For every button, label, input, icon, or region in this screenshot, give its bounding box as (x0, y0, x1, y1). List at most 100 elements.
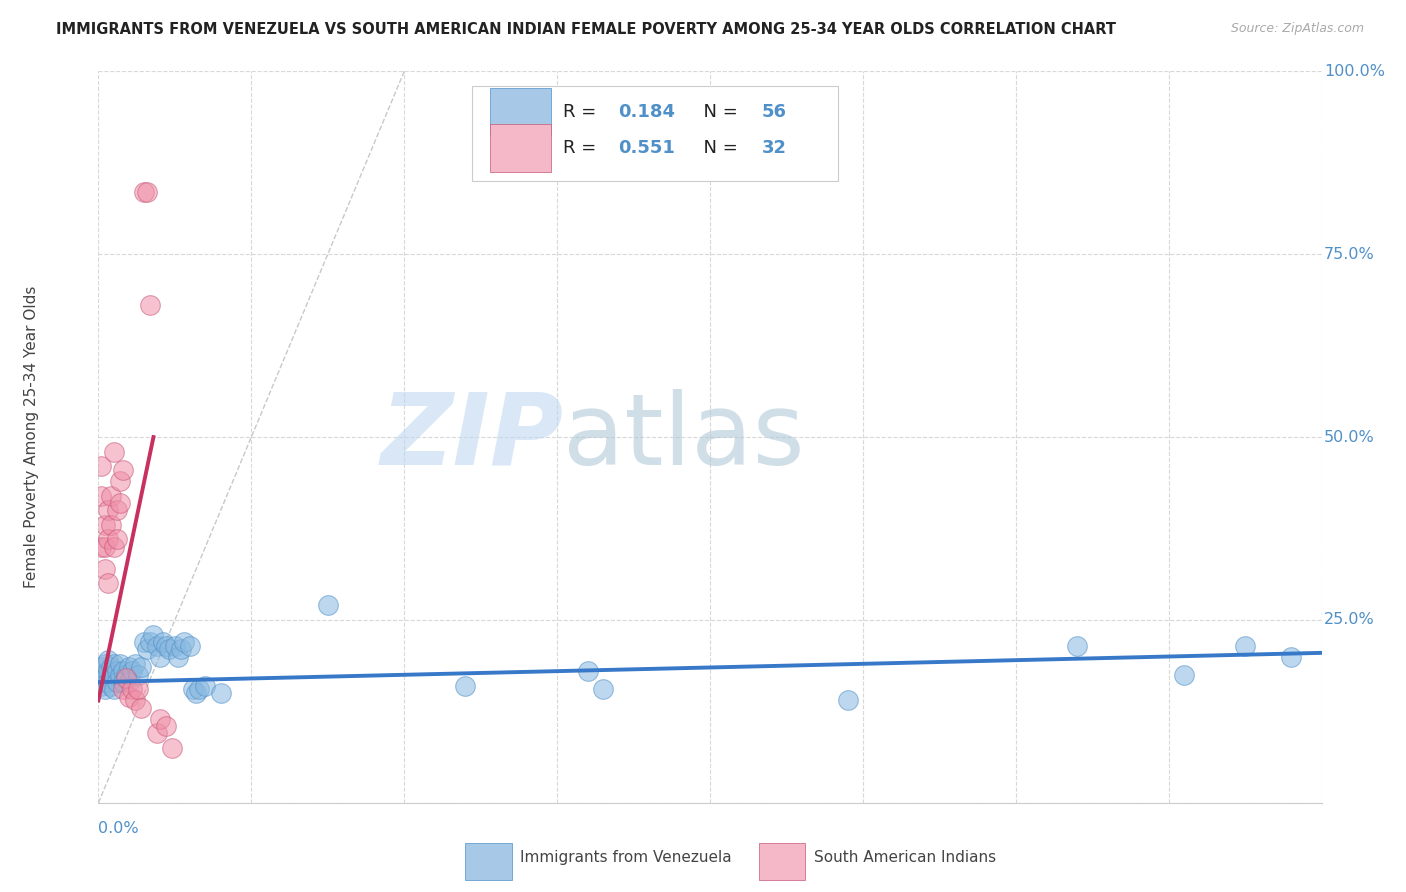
Point (142, 627, 165, 641)
Text: 0.184: 0.184 (619, 103, 675, 120)
Point (100, 679, 122, 693)
Text: N =: N = (692, 103, 744, 120)
Text: Immigrants from Venezuela: Immigrants from Venezuela (520, 850, 733, 865)
Point (105, 664, 128, 678)
Point (93, 657, 115, 671)
Point (167, 649, 190, 664)
Point (1066, 639, 1088, 653)
Point (93, 540, 115, 554)
Point (163, 639, 186, 653)
Point (1234, 639, 1257, 653)
Text: Female Poverty Among 25-34 Year Olds: Female Poverty Among 25-34 Year Olds (24, 286, 38, 588)
Point (100, 489, 122, 503)
Point (93, 672, 115, 686)
Point (136, 642, 159, 657)
Point (97, 533, 120, 547)
Point (103, 682, 125, 697)
Point (127, 667, 149, 681)
Text: 56: 56 (762, 103, 786, 120)
Point (152, 635, 174, 649)
Point (188, 682, 211, 697)
Text: 25.0%: 25.0% (1324, 613, 1375, 627)
Point (837, 693, 859, 707)
Text: N =: N = (692, 139, 744, 157)
Point (139, 298, 162, 312)
Point (134, 635, 156, 649)
Point (103, 657, 125, 671)
Point (127, 682, 149, 697)
Text: IMMIGRANTS FROM VENEZUELA VS SOUTH AMERICAN INDIAN FEMALE POVERTY AMONG 25-34 YE: IMMIGRANTS FROM VENEZUELA VS SOUTH AMERI… (56, 22, 1116, 37)
Point (149, 712, 172, 726)
FancyBboxPatch shape (489, 124, 551, 172)
Text: R =: R = (564, 139, 602, 157)
Text: atlas: atlas (564, 389, 804, 485)
Point (157, 642, 180, 657)
Point (129, 700, 152, 714)
Point (170, 642, 193, 657)
Point (105, 533, 128, 547)
Point (90, 660, 112, 674)
FancyBboxPatch shape (465, 843, 512, 880)
Point (134, 185, 156, 199)
Point (90, 667, 112, 681)
Point (111, 664, 134, 678)
Point (145, 639, 167, 653)
Text: 0.0%: 0.0% (98, 821, 139, 836)
Point (90, 489, 112, 503)
Text: South American Indians: South American Indians (814, 850, 995, 865)
Point (316, 599, 339, 613)
Point (155, 719, 177, 733)
Point (111, 675, 134, 690)
Point (111, 682, 134, 697)
Point (97, 653, 120, 667)
Point (100, 660, 122, 674)
Point (111, 463, 134, 477)
Point (454, 679, 477, 693)
Point (121, 682, 143, 697)
Point (103, 444, 125, 458)
Point (1279, 649, 1302, 664)
Point (118, 690, 141, 704)
Text: Source: ZipAtlas.com: Source: ZipAtlas.com (1230, 22, 1364, 36)
Point (160, 740, 183, 755)
Point (100, 672, 122, 686)
Point (93, 562, 115, 576)
Point (173, 635, 195, 649)
Point (108, 667, 131, 681)
Point (108, 496, 131, 510)
Point (115, 672, 138, 686)
Point (118, 675, 141, 690)
Point (97, 576, 120, 591)
Point (103, 667, 125, 681)
Text: ZIP: ZIP (380, 389, 564, 485)
Point (186, 686, 208, 700)
Point (97, 664, 120, 678)
Point (105, 503, 128, 517)
Point (90, 459, 112, 474)
FancyBboxPatch shape (489, 87, 551, 136)
Point (155, 639, 177, 653)
Point (209, 686, 232, 700)
Point (90, 540, 112, 554)
Point (97, 675, 120, 690)
Text: 32: 32 (762, 139, 786, 157)
Point (1173, 667, 1195, 681)
Point (105, 675, 128, 690)
Point (592, 682, 614, 697)
Point (139, 635, 162, 649)
Point (194, 679, 217, 693)
FancyBboxPatch shape (471, 86, 838, 181)
Point (179, 639, 201, 653)
Text: 0.551: 0.551 (619, 139, 675, 157)
Point (124, 657, 146, 671)
Point (108, 657, 131, 671)
Point (103, 540, 125, 554)
Point (149, 649, 172, 664)
Point (90, 679, 112, 693)
Point (100, 517, 122, 532)
Text: 75.0%: 75.0% (1324, 247, 1375, 261)
Point (121, 664, 143, 678)
Point (181, 682, 204, 697)
Point (118, 660, 141, 674)
Point (124, 693, 146, 707)
